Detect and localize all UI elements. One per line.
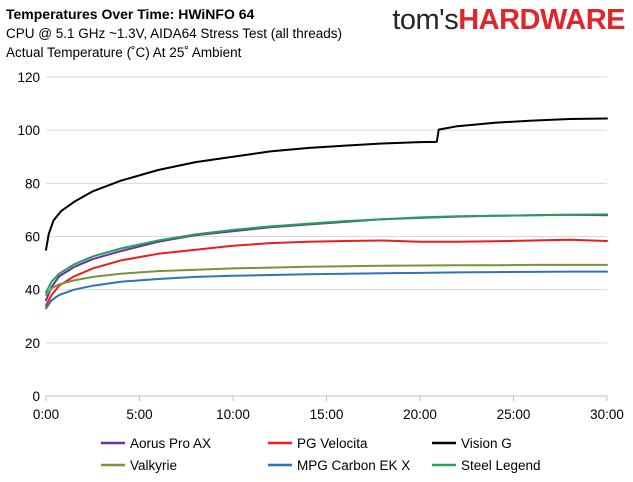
series-lines (45, 117, 608, 310)
x-tick-label: 5:00 (126, 407, 152, 422)
tick-labels: 0 20 40 60 80 100 120 0:00 5:00 10:00 15:00 20:00 25… (17, 70, 623, 422)
brand-logo: tom'sHARDWARE (392, 4, 625, 37)
y-tick-label: 20 (25, 336, 40, 351)
series-line-pg-velocita (45, 238, 608, 307)
x-tick-label: 10:00 (216, 407, 250, 422)
chart-subtitle-ambient: Actual Temperature (˚C) At 25˚ Ambient (6, 45, 242, 60)
legend: Aorus Pro AX PG Velocita Vision G Valkyrie M… (101, 436, 541, 473)
legend-label: Valkyrie (130, 458, 177, 473)
chart-subtitle-config: CPU @ 5.1 GHz ~1.3V, AIDA64 Stress Test … (6, 26, 342, 41)
legend-label: Aorus Pro AX (130, 436, 211, 451)
series-line-valkyrie (45, 263, 608, 296)
chart-title: Temperatures Over Time: HWiNFO 64 (6, 6, 255, 22)
x-tick-label: 0:00 (33, 407, 59, 422)
series-line-vision-g (45, 117, 608, 251)
gridlines (46, 76, 607, 344)
y-tick-label: 100 (17, 123, 40, 138)
brand-logo-part1: tom's (392, 4, 459, 36)
y-tick-label: 40 (25, 283, 40, 298)
legend-label: MPG Carbon EK X (297, 458, 410, 473)
x-tick-label: 25:00 (497, 407, 531, 422)
y-tick-label: 120 (17, 70, 40, 85)
x-tick-label: 30:00 (590, 407, 624, 422)
series-line-steel-legend (45, 213, 608, 294)
y-tick-label: 60 (25, 230, 40, 245)
legend-label: Vision G (461, 436, 512, 451)
axes (45, 395, 608, 401)
y-tick-label: 0 (32, 389, 40, 404)
x-tick-label: 20:00 (403, 407, 437, 422)
series-line-mpg-carbon-ek-x (45, 270, 608, 310)
brand-logo-part2: HARDWARE (458, 4, 625, 36)
y-tick-label: 80 (25, 176, 40, 191)
x-tick-label: 15:00 (310, 407, 344, 422)
series-line-aorus-pro-ax (45, 213, 608, 302)
legend-label: PG Velocita (297, 436, 368, 451)
legend-label: Steel Legend (461, 458, 541, 473)
